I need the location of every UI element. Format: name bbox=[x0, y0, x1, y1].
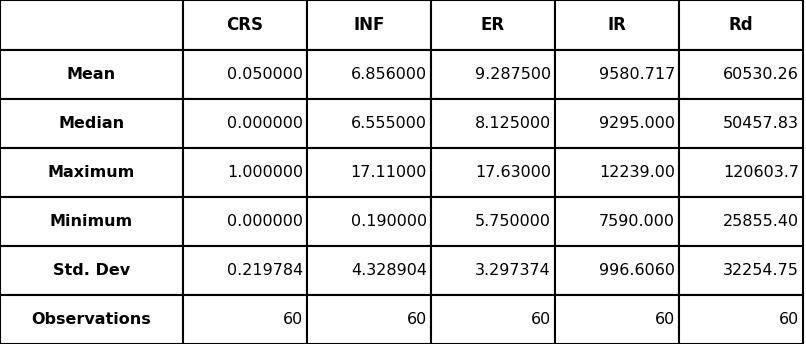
Text: CRS: CRS bbox=[226, 16, 264, 34]
Bar bbox=[679, 50, 803, 99]
Bar bbox=[679, 246, 803, 295]
Text: 32254.75: 32254.75 bbox=[723, 263, 799, 278]
Bar bbox=[307, 246, 431, 295]
Text: 60: 60 bbox=[407, 312, 427, 327]
Text: 9295.000: 9295.000 bbox=[599, 116, 675, 131]
Bar bbox=[307, 50, 431, 99]
Text: 0.050000: 0.050000 bbox=[227, 67, 303, 82]
Bar bbox=[555, 197, 679, 246]
Text: 0.000000: 0.000000 bbox=[227, 214, 303, 229]
Bar bbox=[431, 0, 555, 50]
Text: 9.287500: 9.287500 bbox=[475, 67, 551, 82]
Text: Rd: Rd bbox=[729, 16, 754, 34]
Bar bbox=[431, 197, 555, 246]
Text: 0.190000: 0.190000 bbox=[351, 214, 427, 229]
Bar bbox=[0, 148, 183, 197]
Bar bbox=[431, 295, 555, 344]
Bar bbox=[555, 99, 679, 148]
Bar bbox=[307, 197, 431, 246]
Bar bbox=[307, 295, 431, 344]
Text: 8.125000: 8.125000 bbox=[475, 116, 551, 131]
Bar bbox=[183, 0, 307, 50]
Text: 60: 60 bbox=[779, 312, 799, 327]
Bar bbox=[0, 197, 183, 246]
Bar bbox=[183, 295, 307, 344]
Text: 7590.000: 7590.000 bbox=[599, 214, 675, 229]
Text: Maximum: Maximum bbox=[48, 165, 135, 180]
Bar bbox=[0, 295, 183, 344]
Bar bbox=[679, 148, 803, 197]
Text: Median: Median bbox=[59, 116, 125, 131]
Text: 17.63000: 17.63000 bbox=[475, 165, 551, 180]
Bar bbox=[307, 0, 431, 50]
Text: 60: 60 bbox=[530, 312, 551, 327]
Bar bbox=[555, 0, 679, 50]
Text: Minimum: Minimum bbox=[50, 214, 133, 229]
Text: 120603.7: 120603.7 bbox=[723, 165, 799, 180]
Text: Observations: Observations bbox=[31, 312, 152, 327]
Text: 9580.717: 9580.717 bbox=[599, 67, 675, 82]
Bar bbox=[431, 50, 555, 99]
Bar bbox=[679, 0, 803, 50]
Text: 60: 60 bbox=[654, 312, 675, 327]
Bar bbox=[555, 295, 679, 344]
Bar bbox=[183, 197, 307, 246]
Bar bbox=[431, 246, 555, 295]
Text: 0.219784: 0.219784 bbox=[226, 263, 303, 278]
Bar bbox=[555, 148, 679, 197]
Bar bbox=[0, 99, 183, 148]
Text: 60530.26: 60530.26 bbox=[723, 67, 799, 82]
Text: 4.328904: 4.328904 bbox=[351, 263, 427, 278]
Bar bbox=[307, 148, 431, 197]
Bar bbox=[555, 246, 679, 295]
Text: 3.297374: 3.297374 bbox=[476, 263, 551, 278]
Text: Mean: Mean bbox=[67, 67, 116, 82]
Bar bbox=[183, 99, 307, 148]
Bar bbox=[679, 99, 803, 148]
Bar bbox=[183, 50, 307, 99]
Bar bbox=[307, 99, 431, 148]
Bar bbox=[431, 148, 555, 197]
Text: IR: IR bbox=[608, 16, 626, 34]
Bar bbox=[679, 197, 803, 246]
Text: 5.750000: 5.750000 bbox=[475, 214, 551, 229]
Text: 6.555000: 6.555000 bbox=[351, 116, 427, 131]
Bar bbox=[0, 246, 183, 295]
Text: 17.11000: 17.11000 bbox=[351, 165, 427, 180]
Text: 1.000000: 1.000000 bbox=[226, 165, 303, 180]
Bar bbox=[0, 0, 183, 50]
Bar bbox=[0, 50, 183, 99]
Bar bbox=[431, 99, 555, 148]
Bar bbox=[679, 295, 803, 344]
Text: INF: INF bbox=[353, 16, 384, 34]
Text: ER: ER bbox=[481, 16, 505, 34]
Text: 60: 60 bbox=[283, 312, 303, 327]
Text: Std. Dev: Std. Dev bbox=[53, 263, 130, 278]
Bar bbox=[183, 246, 307, 295]
Bar bbox=[555, 50, 679, 99]
Text: 50457.83: 50457.83 bbox=[723, 116, 799, 131]
Text: 996.6060: 996.6060 bbox=[599, 263, 675, 278]
Bar bbox=[183, 148, 307, 197]
Text: 25855.40: 25855.40 bbox=[723, 214, 799, 229]
Text: 0.000000: 0.000000 bbox=[227, 116, 303, 131]
Text: 12239.00: 12239.00 bbox=[599, 165, 675, 180]
Text: 6.856000: 6.856000 bbox=[351, 67, 427, 82]
